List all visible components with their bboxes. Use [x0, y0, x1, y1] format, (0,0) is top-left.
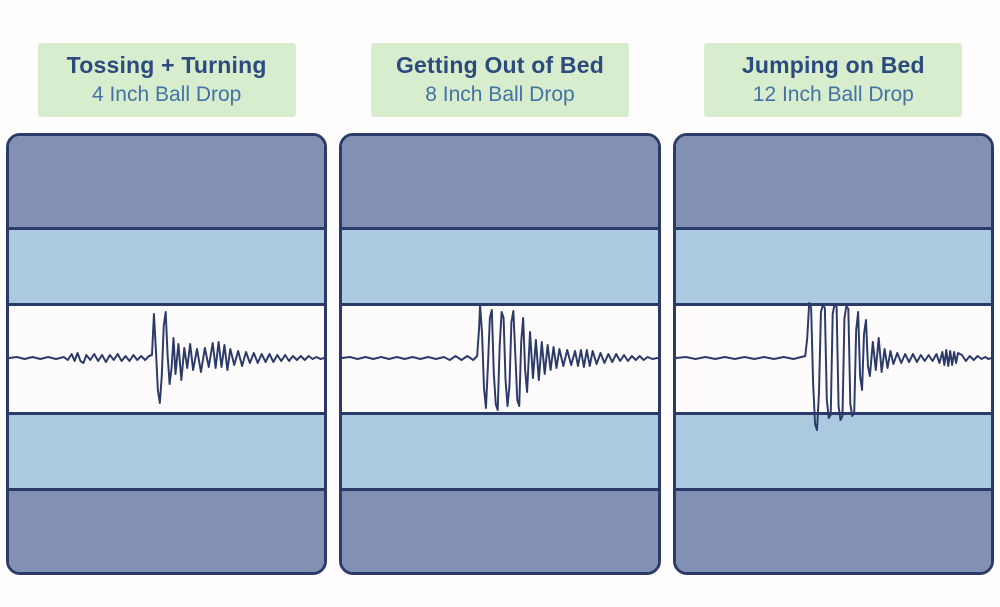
- ball-drop-subtitle: 8 Inch Ball Drop: [425, 82, 575, 106]
- test-columns: Tossing + Turning 4 Inch Ball Drop Getti…: [6, 0, 994, 576]
- test-label-card: Jumping on Bed 12 Inch Ball Drop: [704, 43, 963, 118]
- mattress-layer-bottom: [675, 488, 991, 573]
- test-title: Getting Out of Bed: [395, 52, 604, 78]
- mattress-layer-bottom: [342, 488, 658, 573]
- mattress-layer-top: [342, 136, 658, 228]
- test-label-card: Getting Out of Bed 8 Inch Ball Drop: [370, 43, 629, 118]
- mattress-layer-upper: [9, 227, 325, 304]
- mattress-layer-bottom: [9, 488, 325, 573]
- mattress-layer-lower: [9, 412, 325, 489]
- ball-drop-subtitle: 12 Inch Ball Drop: [752, 82, 914, 106]
- mattress-layer-lower: [675, 412, 991, 489]
- column-getting-out-of-bed: Getting Out of Bed 8 Inch Ball Drop: [339, 0, 661, 576]
- sensor-band: [9, 303, 325, 413]
- mattress-layer-lower: [342, 412, 658, 489]
- mattress-panel: [6, 133, 328, 576]
- mattress-layer-upper: [342, 227, 658, 304]
- mattress-panel: [672, 133, 994, 576]
- mattress-layer-top: [675, 136, 991, 228]
- test-title: Tossing + Turning: [66, 52, 267, 78]
- mattress-layer-top: [9, 136, 325, 228]
- ball-drop-subtitle: 4 Inch Ball Drop: [91, 82, 242, 106]
- mattress-layer-upper: [675, 227, 991, 304]
- column-jumping-on-bed: Jumping on Bed 12 Inch Ball Drop: [672, 0, 994, 576]
- mattress-panel: [339, 133, 661, 576]
- column-tossing-turning: Tossing + Turning 4 Inch Ball Drop: [6, 0, 328, 576]
- test-title: Jumping on Bed: [741, 52, 925, 78]
- sensor-band: [675, 303, 991, 413]
- test-label-card: Tossing + Turning 4 Inch Ball Drop: [37, 43, 296, 118]
- sensor-band: [342, 303, 658, 413]
